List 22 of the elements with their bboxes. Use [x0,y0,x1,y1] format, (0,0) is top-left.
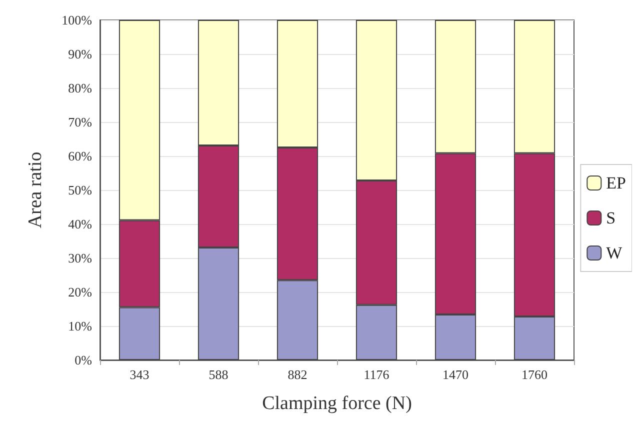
legend-label: EP [606,174,626,192]
y-tick-label: 40% [68,216,92,232]
y-tick-label: 70% [68,114,92,130]
y-tick-label: 10% [68,318,92,334]
y-tick-label: 80% [68,80,92,96]
y-tick-label: 0% [74,352,92,368]
y-tick-label: 50% [68,182,92,198]
x-tick-label: 1470 [442,367,468,382]
x-tick-label: 588 [208,367,228,382]
x-tick-label: 882 [288,367,308,382]
y-axis-title: Area ratio [25,152,46,228]
y-tick-label: 60% [68,148,92,164]
x-tick-label: 343 [130,367,150,382]
y-tick-label: 100% [62,12,92,28]
x-tick-label: 1760 [522,367,548,382]
x-axis-title: Clamping force (N) [262,393,412,414]
y-tick-label: 20% [68,284,92,300]
legend-label: W [606,244,624,262]
y-tick-label: 30% [68,250,92,266]
y-tick-label: 90% [68,46,92,62]
legend-label: S [606,208,616,228]
x-tick-label: 1176 [364,367,390,382]
